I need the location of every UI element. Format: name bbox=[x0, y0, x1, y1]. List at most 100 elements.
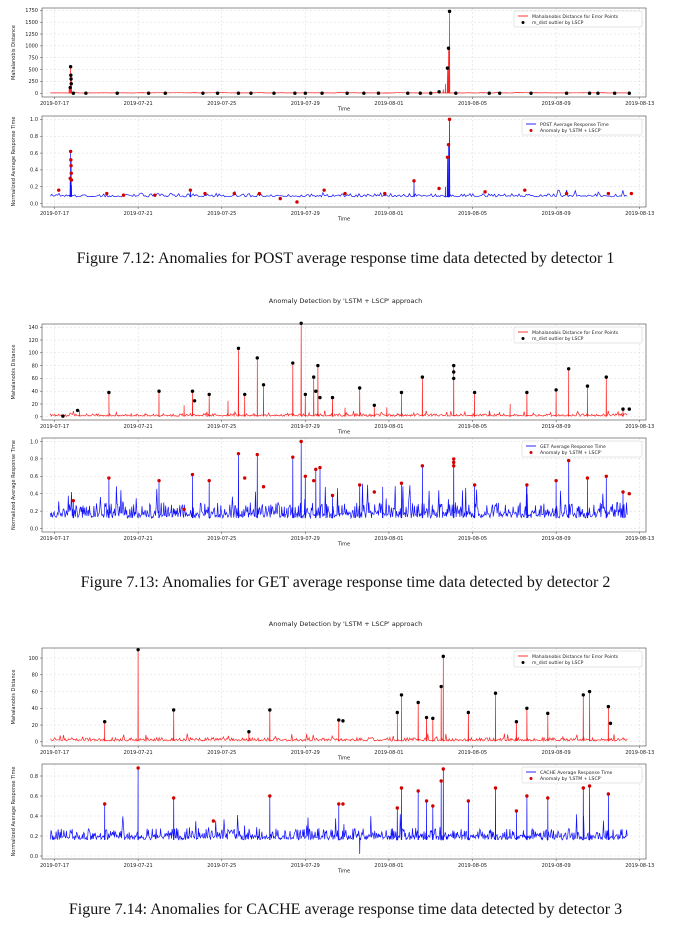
x-tick-label: 2019-07-21 bbox=[124, 211, 153, 217]
x-tick-label: 2019-07-25 bbox=[207, 211, 236, 217]
outlier-point bbox=[207, 478, 211, 483]
outlier-point bbox=[337, 802, 341, 806]
y-tick-label: 0 bbox=[35, 415, 38, 421]
outlier-point bbox=[554, 388, 558, 392]
legend-series-label: Mahalanobis Distance for Error Points bbox=[532, 330, 619, 336]
legend-outlier-label: Anomaly by 'LSTM + LSCP' bbox=[540, 776, 602, 782]
outlier-point bbox=[261, 485, 266, 489]
outlier-point bbox=[472, 390, 477, 395]
cache-top-frame bbox=[41, 647, 647, 747]
outlier-point bbox=[399, 693, 404, 697]
outlier-point bbox=[395, 710, 399, 715]
outlier-point bbox=[343, 191, 347, 196]
x-tick-label: 2019-08-13 bbox=[625, 211, 654, 217]
outlier-point bbox=[454, 91, 458, 95]
outlier-point bbox=[84, 91, 88, 95]
outlier-point bbox=[466, 710, 471, 715]
x-tick-label: 2019-07-29 bbox=[291, 750, 320, 756]
outlier-point bbox=[71, 498, 76, 503]
x-tick-label: 2019-07-25 bbox=[207, 101, 236, 107]
outlier-point bbox=[107, 390, 111, 395]
cache-top-xlabel: Time bbox=[337, 756, 350, 762]
outlier-point bbox=[452, 464, 456, 468]
post-bottom-series-line bbox=[50, 119, 628, 198]
outlier-point bbox=[629, 191, 634, 196]
outlier-point bbox=[445, 155, 450, 159]
y-tick-label: 0.2 bbox=[30, 834, 38, 840]
post-bottom-outliers bbox=[57, 117, 634, 204]
y-tick-label: 1.0 bbox=[30, 117, 38, 123]
outlier-point bbox=[303, 392, 308, 397]
outlier-point bbox=[102, 720, 107, 724]
outlier-point bbox=[581, 786, 586, 790]
x-tick-label: 2019-08-05 bbox=[458, 536, 487, 542]
x-tick-label: 2019-07-21 bbox=[124, 750, 153, 756]
legend-box bbox=[521, 440, 643, 458]
get-top-series-line bbox=[50, 323, 628, 418]
x-tick-label: 2019-07-17 bbox=[40, 424, 69, 430]
outlier-point bbox=[203, 191, 207, 196]
outlier-point bbox=[446, 46, 451, 50]
post-top-outliers bbox=[68, 9, 631, 95]
legend-marker-swatch bbox=[521, 661, 525, 664]
outlier-point bbox=[606, 792, 611, 796]
outlier-point bbox=[236, 91, 241, 95]
x-tick-label: 2019-07-29 bbox=[291, 536, 320, 542]
x-tick-label: 2019-08-01 bbox=[374, 101, 403, 107]
x-tick-label: 2019-07-25 bbox=[207, 424, 236, 430]
outlier-point bbox=[146, 91, 151, 95]
figure-7-14-suptitle: Anomaly Detection by 'LSTM + LSCP' appro… bbox=[268, 620, 423, 628]
y-tick-label: 0.4 bbox=[30, 168, 38, 174]
outlier-point bbox=[606, 704, 611, 709]
x-tick-label: 2019-08-09 bbox=[542, 424, 571, 430]
outlier-point bbox=[372, 403, 377, 407]
y-tick-label: 0.8 bbox=[30, 134, 38, 140]
x-tick-label: 2019-07-17 bbox=[40, 536, 69, 542]
x-tick-label: 2019-07-29 bbox=[291, 211, 320, 217]
outlier-point bbox=[514, 720, 519, 724]
outlier-point bbox=[115, 91, 119, 95]
outlier-point bbox=[604, 375, 608, 379]
outlier-point bbox=[291, 455, 295, 459]
outlier-point bbox=[621, 490, 625, 494]
x-tick-label: 2019-07-29 bbox=[291, 101, 320, 107]
get-top-xlabel: Time bbox=[337, 430, 350, 436]
figure-7-12-caption: Figure 7.12: Anomalies for POST average … bbox=[76, 250, 615, 267]
outlier-point bbox=[621, 407, 625, 411]
outlier-point bbox=[399, 390, 404, 395]
post-response-chart: 0.0 0.2 0.4 0.6 0.8 1.0 2019-07-17 2019-07-21 20… bbox=[11, 115, 654, 223]
outlier-point bbox=[157, 478, 161, 483]
y-tick-label: 0.6 bbox=[30, 794, 38, 800]
x-tick-label: 2019-08-01 bbox=[374, 424, 403, 430]
y-tick-label: 100 bbox=[28, 351, 38, 357]
cache-top-outliers bbox=[102, 647, 613, 734]
y-tick-label: 1750 bbox=[25, 8, 38, 14]
legend-marker-swatch bbox=[529, 451, 533, 454]
outlier-point bbox=[627, 492, 631, 496]
cache-bottom-series-line bbox=[50, 767, 628, 855]
outlier-point bbox=[437, 90, 441, 94]
outlier-point bbox=[257, 191, 262, 196]
outlier-point bbox=[581, 693, 586, 697]
legend-box bbox=[521, 118, 643, 136]
outlier-point bbox=[566, 458, 571, 463]
y-tick-label: 0.8 bbox=[30, 774, 38, 780]
outlier-point bbox=[498, 91, 502, 95]
x-tick-label: 2019-08-05 bbox=[458, 101, 487, 107]
post-top-ylabel: Mahalanobis Distance bbox=[11, 25, 17, 80]
get-bottom-series-line bbox=[50, 441, 628, 520]
outlier-point bbox=[452, 376, 456, 381]
figure-7-14-caption: Figure 7.14: Anomalies for CACHE average… bbox=[68, 901, 623, 918]
cache-top-series-line bbox=[50, 649, 628, 743]
figure-7-13-suptitle: Anomaly Detection by 'LSTM + LSCP' appro… bbox=[268, 297, 423, 305]
outlier-point bbox=[554, 478, 558, 483]
cache-top-ylabel: Mahalanobis Distance bbox=[11, 670, 17, 725]
outlier-point bbox=[153, 193, 157, 197]
x-tick-label: 2019-08-01 bbox=[374, 211, 403, 217]
outlier-point bbox=[215, 91, 220, 95]
outlier-point bbox=[452, 457, 456, 461]
y-tick-label: 0.0 bbox=[30, 526, 38, 532]
x-tick-label: 2019-08-13 bbox=[625, 750, 654, 756]
outlier-point bbox=[190, 472, 195, 477]
cache-bottom-ylabel: Normalized Average Response Time bbox=[11, 767, 17, 857]
